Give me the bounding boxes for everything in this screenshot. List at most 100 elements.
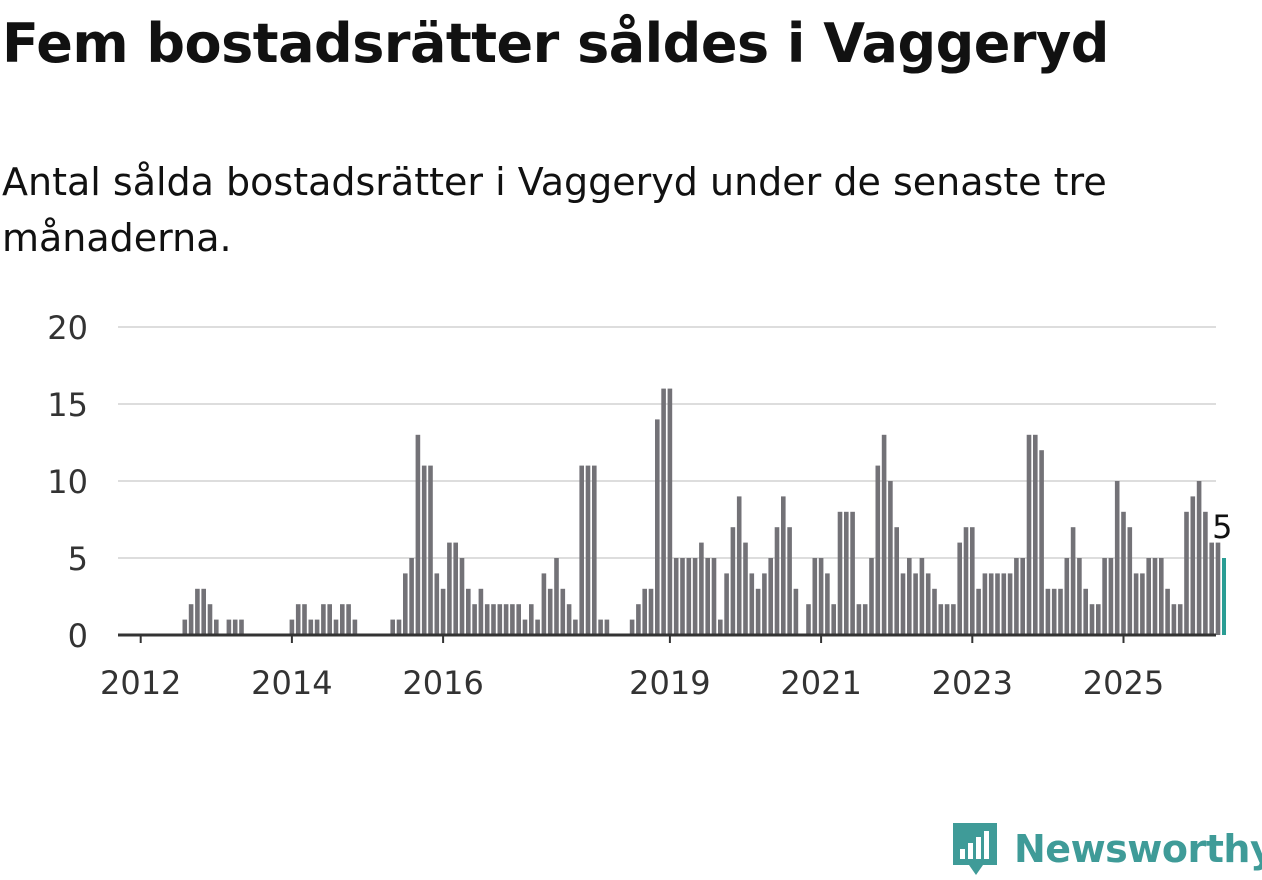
bar	[403, 573, 408, 635]
bar	[522, 619, 528, 635]
bar	[1177, 604, 1183, 635]
bar	[484, 604, 490, 635]
bar	[1058, 588, 1063, 635]
bar	[957, 542, 962, 635]
bar	[598, 619, 603, 635]
bar	[529, 604, 534, 635]
bar	[686, 558, 692, 635]
x-tick-label: 2021	[780, 664, 861, 702]
bar	[295, 604, 301, 635]
bar	[453, 542, 458, 635]
y-tick-label: 15	[47, 386, 88, 424]
bar	[560, 588, 566, 635]
bar	[919, 558, 925, 635]
bar	[888, 481, 893, 635]
bar	[963, 527, 969, 635]
bar	[1051, 588, 1057, 635]
bar	[1159, 558, 1164, 635]
bar	[718, 619, 723, 635]
bar	[428, 465, 433, 635]
bar	[648, 588, 654, 635]
bar	[629, 619, 635, 635]
bar	[207, 604, 213, 635]
chart-subtitle: Antal sålda bostadsrätter i Vaggeryd und…	[2, 160, 1107, 260]
bar	[932, 588, 937, 635]
bar	[1203, 511, 1208, 635]
bar	[762, 573, 767, 635]
bar	[831, 604, 836, 635]
bar	[415, 434, 421, 635]
bar	[781, 496, 786, 635]
bar	[1007, 573, 1013, 635]
x-tick-label: 2019	[629, 664, 710, 702]
bar	[976, 588, 981, 635]
bar	[806, 604, 811, 635]
bar	[340, 604, 345, 635]
bar	[894, 527, 899, 635]
bar	[409, 558, 414, 635]
bar	[239, 619, 244, 635]
bar	[680, 558, 685, 635]
bar	[232, 619, 238, 635]
bar	[510, 604, 515, 635]
bar	[308, 619, 314, 635]
bar	[743, 542, 748, 635]
bar	[1039, 450, 1044, 635]
bar	[472, 604, 477, 635]
bar	[516, 604, 521, 635]
x-tick-label: 2023	[932, 664, 1013, 702]
bar	[1209, 542, 1214, 635]
bar	[667, 388, 673, 635]
bar	[333, 619, 339, 635]
bar	[1096, 604, 1101, 635]
bar	[503, 604, 509, 635]
bar	[491, 604, 496, 635]
bar	[541, 573, 547, 635]
bar	[1121, 511, 1126, 635]
brand-name: Newsworthy	[1014, 827, 1262, 871]
bar	[768, 558, 773, 635]
bar	[692, 558, 698, 635]
bar	[642, 588, 647, 635]
bar	[201, 588, 206, 635]
bar	[434, 573, 440, 635]
bar	[421, 465, 427, 635]
x-tick-label: 2014	[251, 664, 332, 702]
bar	[226, 619, 232, 635]
bar	[944, 604, 950, 635]
bar	[988, 573, 994, 635]
bar	[749, 573, 755, 635]
bar	[547, 588, 553, 635]
bar	[352, 619, 358, 635]
bar	[390, 619, 395, 635]
bar	[730, 527, 736, 635]
bar	[875, 465, 881, 635]
bar	[869, 558, 874, 635]
bar	[1146, 558, 1151, 635]
bar	[1020, 558, 1025, 635]
bar	[1140, 573, 1145, 635]
bar	[447, 542, 452, 635]
bar	[812, 558, 818, 635]
bar	[497, 604, 503, 635]
chart-title: Fem bostadsrätter såldes i Vaggeryd	[2, 12, 1109, 75]
bar	[724, 573, 729, 635]
newsworthy-logo: Newsworthy	[950, 818, 1262, 880]
bar	[1045, 588, 1051, 635]
bar	[837, 511, 843, 635]
bar	[705, 558, 710, 635]
bar	[466, 588, 471, 635]
bar	[459, 558, 465, 635]
bar	[1190, 496, 1196, 635]
bar	[913, 573, 918, 635]
bar	[302, 604, 307, 635]
bar	[844, 511, 849, 635]
bar	[478, 588, 484, 635]
bar	[825, 573, 830, 635]
bar	[396, 619, 402, 635]
bar	[881, 434, 887, 635]
bar	[1064, 558, 1070, 635]
bar	[862, 604, 868, 635]
bar	[907, 558, 912, 635]
bar	[1184, 511, 1189, 635]
